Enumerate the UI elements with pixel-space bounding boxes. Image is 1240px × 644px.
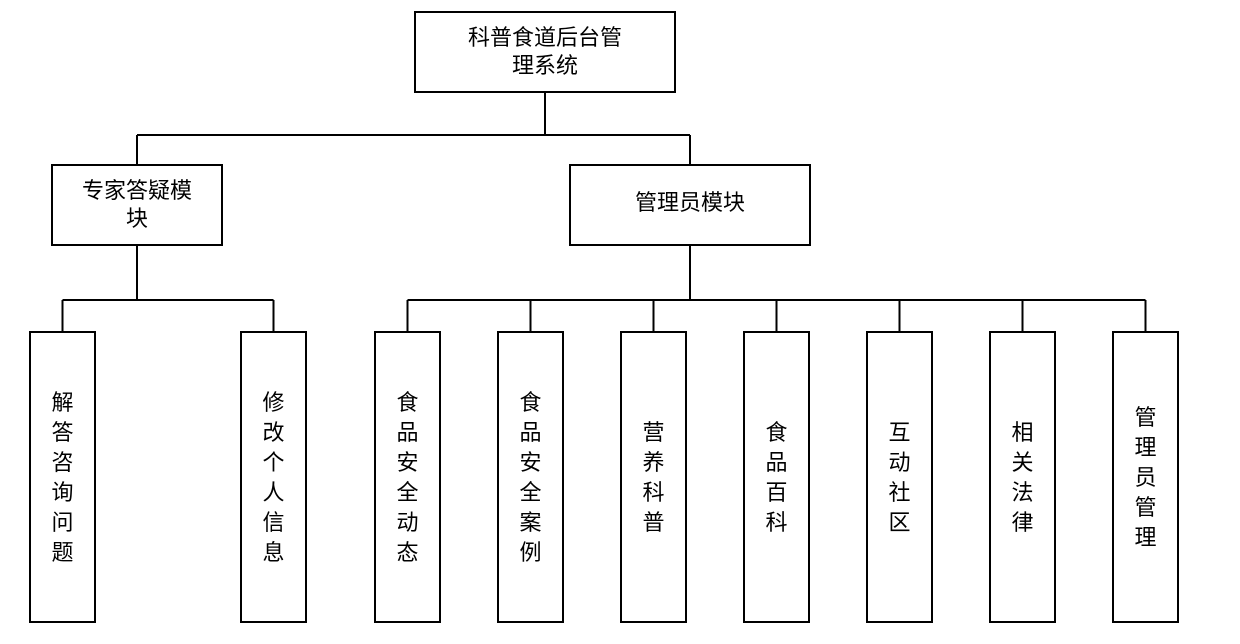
leaf-box-3 — [498, 332, 563, 622]
leaf-label-8: 管理员管理 — [1134, 405, 1156, 550]
mid-label-expert-1: 专家答疑模 — [82, 178, 192, 203]
root-label-line2: 理系统 — [512, 53, 578, 78]
mid-label-expert-2: 块 — [126, 206, 148, 231]
mid-label-admin: 管理员模块 — [635, 190, 745, 215]
org-chart: 科普食道后台管理系统专家答疑模块管理员模块解答咨询问题修改个人信息食品安全动态食… — [0, 0, 1240, 644]
leaf-box-2 — [375, 332, 440, 622]
leaf-box-5 — [744, 332, 809, 622]
leaf-box-1 — [241, 332, 306, 622]
root-box — [415, 12, 675, 92]
leaf-box-7 — [990, 332, 1055, 622]
mid-box-expert — [52, 165, 222, 245]
leaf-box-6 — [867, 332, 932, 622]
leaf-box-4 — [621, 332, 686, 622]
leaf-box-0 — [30, 332, 95, 622]
root-label-line1: 科普食道后台管 — [468, 25, 622, 50]
